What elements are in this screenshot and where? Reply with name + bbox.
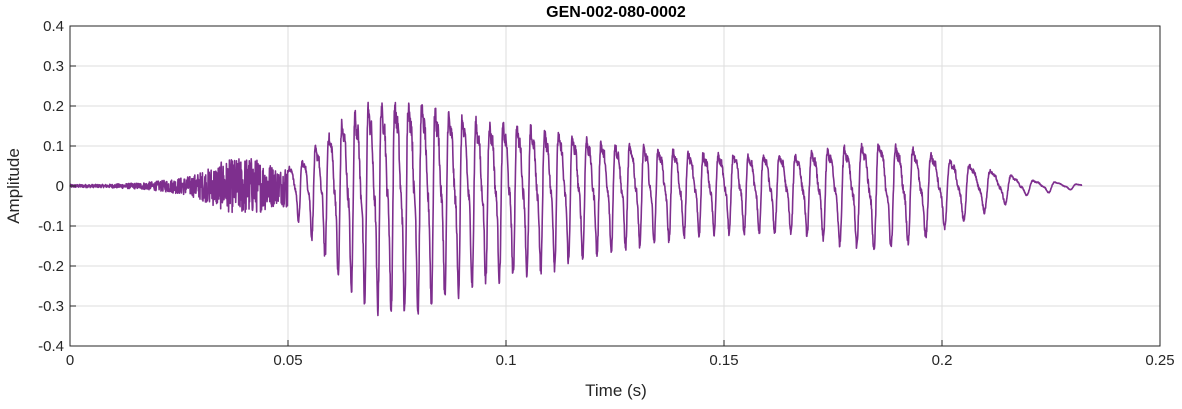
y-tick-label: 0.3 [43, 58, 64, 75]
x-tick-label: 0 [66, 352, 74, 369]
x-tick-label: 0.05 [273, 352, 302, 369]
tick-labels: 0 0.05 0.1 0.15 0.2 0.25 -0.4 -0.3 -0.2 -0.1 0 0.1 0… [38, 18, 1174, 369]
x-tick-label: 0.2 [932, 352, 953, 369]
y-tick-label: -0.2 [38, 258, 64, 275]
x-tick-label: 0.15 [709, 352, 738, 369]
y-tick-label: 0.4 [43, 18, 64, 35]
x-tick-label: 0.1 [496, 352, 517, 369]
y-tick-label: -0.1 [38, 218, 64, 235]
axes-box [69, 25, 1161, 347]
y-tick-label: -0.4 [38, 338, 64, 355]
y-tick-label: -0.3 [38, 298, 64, 315]
axes-frame [69, 25, 1161, 347]
waveform-series-line [69, 101, 1083, 317]
y-tick-label: 0.2 [43, 98, 64, 115]
series-layer [69, 101, 1083, 317]
chart-title: GEN-002-080-0002 [546, 4, 686, 21]
x-axis-label: Time (s) [585, 381, 647, 400]
x-tick-label: 0.25 [1145, 352, 1174, 369]
y-tick-label: 0 [56, 178, 64, 195]
y-tick-label: 0.1 [43, 138, 64, 155]
y-axis-label: Amplitude [4, 148, 23, 224]
